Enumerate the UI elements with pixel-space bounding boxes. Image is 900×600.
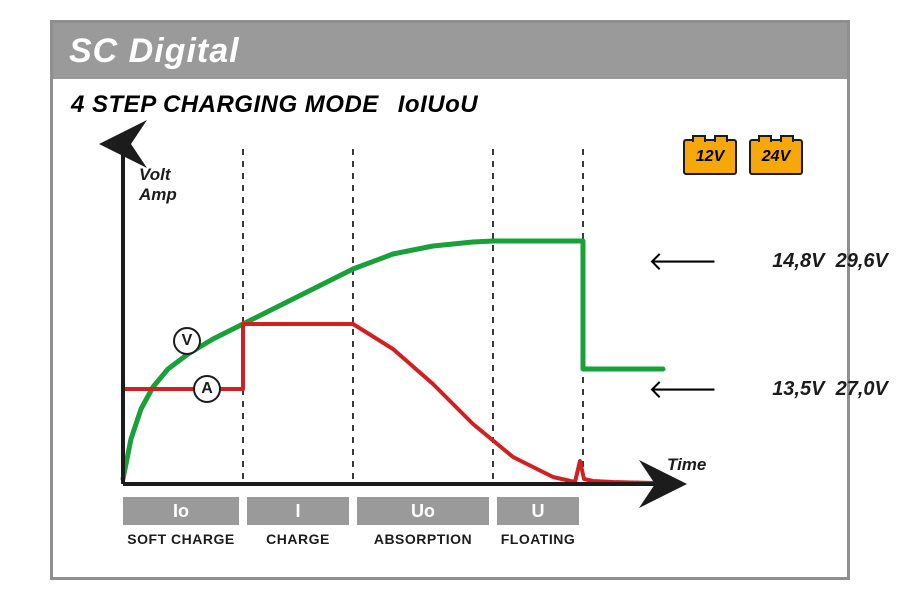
callout-values: 13,5V 27,0V xyxy=(728,355,888,424)
phase-bar: Uo xyxy=(357,497,489,525)
current-marker-label: A xyxy=(201,380,213,398)
phase-label: CHARGE xyxy=(247,531,349,547)
chart-frame: SC Digital 4 STEP CHARGING MODE IoIUoU 1… xyxy=(50,20,850,580)
phase-bar: Io xyxy=(123,497,239,525)
voltage-marker-icon: V xyxy=(173,327,201,355)
phase-bar: U xyxy=(497,497,579,525)
phase-label: ABSORPTION xyxy=(357,531,489,547)
voltage-marker-label: V xyxy=(182,332,193,350)
phase-label: SOFT CHARGE xyxy=(123,531,239,547)
title-text: SC Digital xyxy=(69,32,240,71)
callout-values: 14,8V 29,6V xyxy=(728,227,888,296)
title-bar: SC Digital xyxy=(53,23,847,79)
chart-content: 4 STEP CHARGING MODE IoIUoU 12V 24V Volt… xyxy=(53,79,847,577)
phase-label: FLOATING xyxy=(497,531,579,547)
voltage-callout-high: 🡐 14,8V 29,6V xyxy=(648,227,888,296)
arrow-left-icon: 🡐 xyxy=(648,377,718,403)
current-marker-icon: A xyxy=(193,375,221,403)
phase-bar: I xyxy=(247,497,349,525)
arrow-left-icon: 🡐 xyxy=(648,249,718,275)
voltage-callout-low: 🡐 13,5V 27,0V xyxy=(648,355,888,424)
